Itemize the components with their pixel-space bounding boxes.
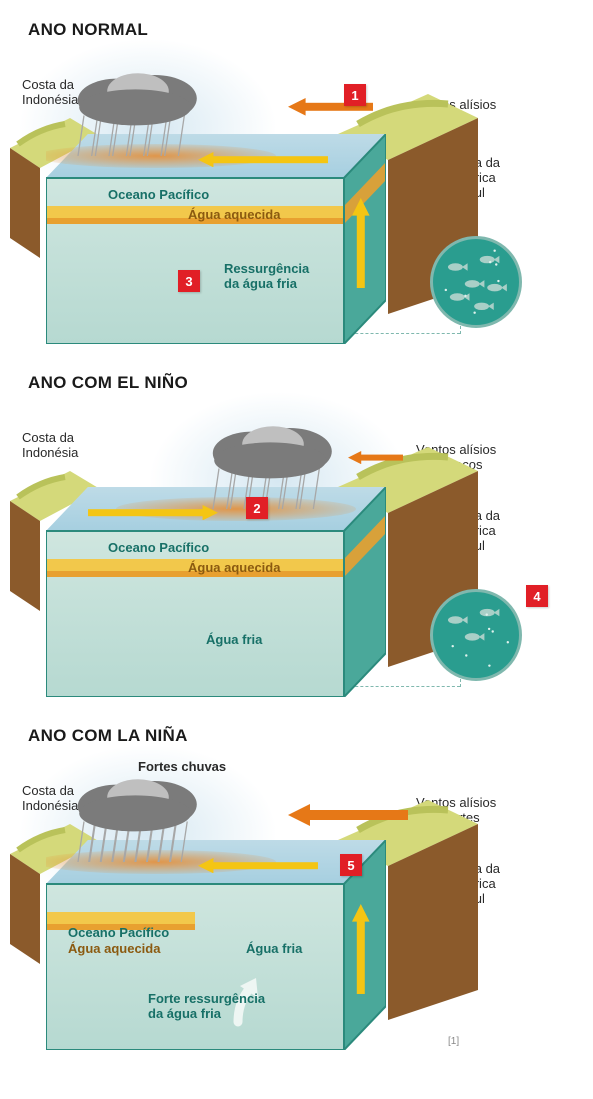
diagram-stage: Ventos alísiosmais fracosCosta daIndonés… (28, 401, 548, 681)
panel-title: ANO COM EL NIÑO (28, 373, 565, 393)
diagram-stage: Ventos alísiosCosta daIndonésiaCosta daA… (28, 48, 548, 328)
panel-title: ANO COM LA NIÑA (28, 726, 565, 746)
marker-3: 3 (178, 270, 200, 292)
reference-tag: [1] (448, 1036, 459, 1047)
warm-water-label: Água aquecida (68, 942, 160, 957)
ocean-label: Oceano Pacífico (68, 926, 169, 941)
side-upwelling-arrow (352, 904, 370, 999)
surface-flow-arrow (198, 152, 328, 172)
side-upwelling-arrow (352, 198, 370, 293)
wind-arrow (348, 451, 403, 469)
coast-left-label: Costa daIndonésia (22, 431, 78, 461)
fish-inset (430, 236, 522, 328)
marker-5: 5 (340, 854, 362, 876)
ocean-label: Oceano Pacífico (108, 541, 209, 556)
cloud-rain (203, 419, 343, 514)
upwelling-label: Forte ressurgênciada água fria (148, 992, 265, 1022)
cold-water-label: Água fria (206, 633, 262, 648)
cloud-rain (68, 66, 208, 161)
panel-normal: ANO NORMAL (28, 20, 565, 328)
wind-arrow (288, 804, 408, 831)
warm-water-label: Água aquecida (188, 208, 280, 223)
diagram-stage: Fortes chuvasVentos alísiosmais fortesCo… (28, 754, 548, 1034)
upwelling-label: Ressurgênciada água fria (224, 262, 309, 292)
marker-1: 1 (344, 84, 366, 106)
panel-elnino: ANO COM EL NIÑO (28, 373, 565, 681)
cloud-rain (68, 772, 208, 867)
marker-2: 2 (246, 497, 268, 519)
fish-inset (430, 589, 522, 681)
panel-lanina: ANO COM LA NIÑA (28, 726, 565, 1034)
surface-flow-arrow (88, 505, 218, 525)
surface-flow-arrow (198, 858, 318, 878)
marker-4: 4 (526, 585, 548, 607)
warm-water-label: Água aquecida (188, 561, 280, 576)
cold-water-label: Água fria (246, 942, 302, 957)
panel-title: ANO NORMAL (28, 20, 565, 40)
ocean-label: Oceano Pacífico (108, 188, 209, 203)
